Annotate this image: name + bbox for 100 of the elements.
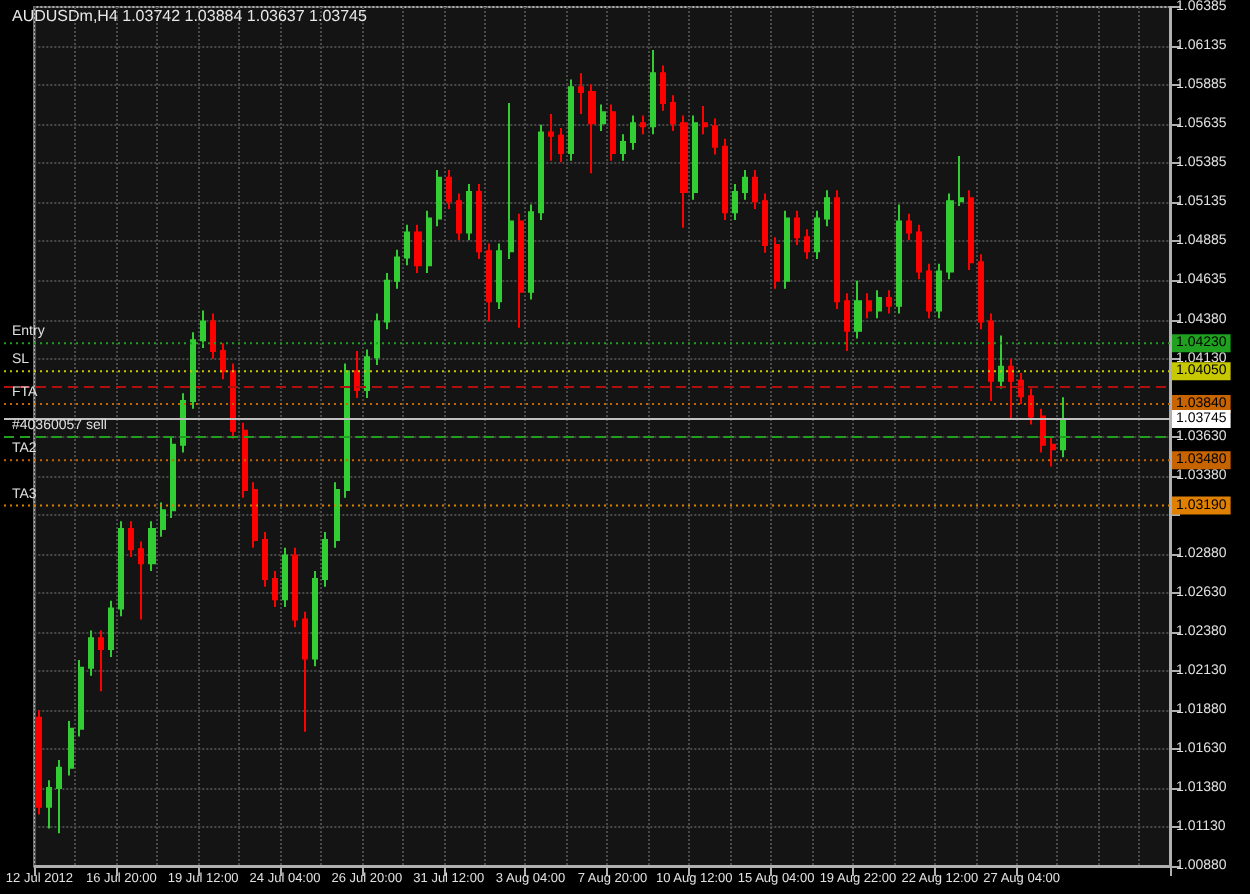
candlestick <box>998 334 1004 390</box>
candlestick <box>916 223 922 281</box>
candlestick <box>702 105 708 136</box>
candlestick <box>946 192 954 281</box>
candlestick <box>680 114 688 229</box>
candlestick <box>762 192 768 254</box>
candlestick <box>610 103 616 162</box>
candlestick <box>712 117 718 156</box>
candlestick <box>394 248 400 290</box>
candlestick <box>404 223 410 267</box>
candlestick <box>98 629 104 693</box>
candlestick <box>926 262 932 320</box>
candlestick <box>118 520 124 618</box>
candlestick <box>262 531 268 588</box>
candlestick <box>138 540 144 621</box>
candlestick <box>1028 387 1034 426</box>
candlestick <box>784 209 790 290</box>
candlestick <box>486 242 492 323</box>
candlestick <box>436 169 442 228</box>
candlestick <box>364 348 370 399</box>
candlestick <box>722 137 728 221</box>
candlestick <box>548 112 554 162</box>
candlestick <box>876 289 882 320</box>
candlestick <box>620 133 626 162</box>
candlestick <box>538 123 544 221</box>
candlestick <box>344 362 350 499</box>
candlestick <box>988 312 994 402</box>
candlestick <box>558 126 564 164</box>
candlestick <box>466 183 472 242</box>
candlestick <box>78 659 84 738</box>
candlestick <box>886 289 892 315</box>
candlestick <box>834 189 840 310</box>
candlestick <box>312 570 318 668</box>
candlestick <box>630 114 636 151</box>
candlestick <box>1018 371 1024 406</box>
candlestick <box>640 114 646 136</box>
candlestick <box>732 183 738 221</box>
candlestick <box>518 212 524 329</box>
candlestick <box>322 531 328 588</box>
chart-title: AUDUSDm,H4 1.03742 1.03884 1.03637 1.03745 <box>12 7 369 25</box>
candlestick <box>804 228 810 260</box>
candlestick <box>670 94 676 133</box>
candlestick <box>302 610 308 733</box>
candlestick <box>68 719 74 777</box>
candlestick <box>282 546 288 608</box>
candlestick <box>210 312 216 360</box>
candlestick <box>128 520 134 559</box>
candlestick <box>476 183 482 260</box>
candlestick <box>334 481 340 549</box>
candlestick <box>742 169 748 201</box>
candlestick <box>56 758 62 835</box>
candlestick <box>148 520 156 573</box>
candlestick <box>774 236 780 290</box>
candlestick <box>36 708 42 816</box>
candlestick <box>88 629 94 677</box>
candlestick <box>384 272 390 331</box>
candlestick <box>578 72 584 115</box>
candlestick <box>528 203 534 301</box>
candlestick <box>896 203 902 315</box>
candlestick <box>906 212 912 242</box>
candlestick <box>752 169 758 211</box>
candlestick <box>508 101 514 260</box>
candlestick <box>190 331 196 410</box>
candlestick <box>200 309 206 349</box>
candlestick <box>568 78 574 162</box>
candlestick <box>978 253 984 331</box>
candlestick <box>958 155 964 207</box>
candlestick <box>794 209 800 246</box>
candlestick <box>46 779 52 830</box>
candlestick <box>180 392 186 454</box>
candlestick <box>854 279 862 340</box>
candlestick <box>354 350 360 399</box>
candlestick <box>242 421 248 499</box>
candlestick <box>230 362 236 440</box>
candlestick <box>108 599 114 658</box>
candlestick <box>292 546 298 629</box>
candlestick <box>866 292 872 320</box>
candlestick <box>220 342 226 381</box>
candlestick <box>600 103 606 133</box>
candlestick <box>844 292 850 353</box>
candlestick <box>814 209 820 260</box>
candlestick <box>936 262 942 320</box>
candlestick <box>252 481 258 549</box>
candlestick <box>374 312 380 367</box>
candlestick <box>660 64 666 112</box>
candlestick <box>414 223 422 275</box>
candlestick <box>170 435 176 520</box>
candlestick <box>1060 396 1066 459</box>
candlestick <box>456 192 462 242</box>
candlestick <box>446 169 452 211</box>
candlestick <box>1008 357 1014 421</box>
candlestick <box>650 48 656 136</box>
candlestick <box>496 242 502 310</box>
candlestick <box>160 501 166 538</box>
candlestick <box>692 114 698 201</box>
candlestick <box>968 189 974 271</box>
candlestick <box>1040 407 1046 454</box>
candlestick <box>824 189 830 228</box>
candlestick <box>1050 435 1056 468</box>
candlestick <box>272 570 278 608</box>
